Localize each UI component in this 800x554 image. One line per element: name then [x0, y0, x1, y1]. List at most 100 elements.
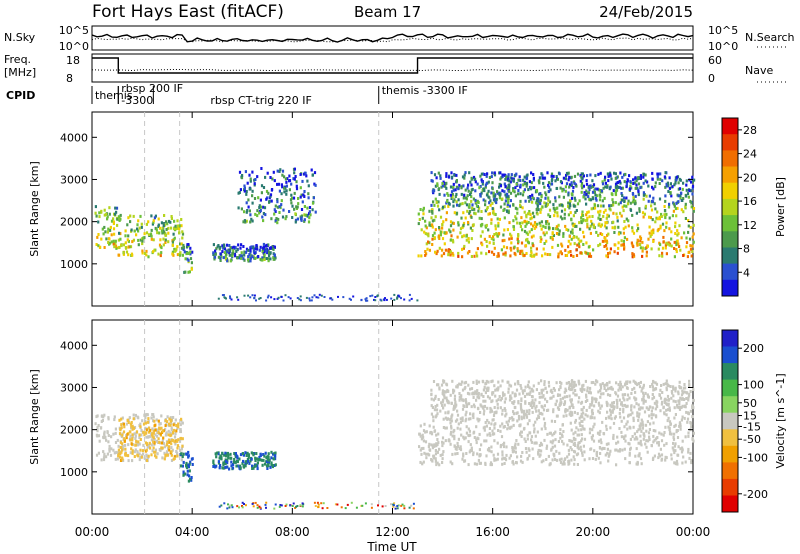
data-cell	[562, 232, 565, 236]
data-cell	[176, 454, 179, 458]
data-cell	[538, 200, 541, 204]
data-cell	[153, 216, 156, 220]
data-cell	[607, 459, 610, 463]
data-cell	[504, 409, 507, 412]
data-cell	[170, 426, 173, 430]
data-cell	[131, 449, 134, 453]
data-cell	[447, 193, 450, 197]
data-cell	[599, 461, 602, 465]
data-cell	[137, 443, 140, 447]
data-cell	[499, 384, 502, 388]
data-cell	[673, 416, 676, 420]
data-cell	[502, 245, 506, 249]
data-cell	[180, 218, 183, 221]
data-cell	[243, 186, 246, 190]
data-cell	[114, 427, 117, 431]
data-cell	[576, 243, 579, 247]
data-cell	[687, 396, 690, 400]
data-cell	[297, 197, 300, 200]
data-cell	[688, 379, 691, 383]
data-cell	[605, 416, 608, 420]
data-cell	[634, 380, 637, 384]
data-cell	[227, 456, 230, 460]
colorbar-tick-label: 100	[743, 379, 764, 392]
data-cell	[437, 200, 440, 204]
data-cell	[516, 455, 519, 459]
data-cell	[109, 228, 112, 232]
data-cell	[265, 506, 267, 509]
data-cell	[649, 422, 652, 426]
data-cell	[687, 412, 690, 416]
data-cell	[592, 439, 596, 443]
data-cell	[673, 204, 676, 208]
data-cell	[614, 415, 617, 419]
data-cell	[498, 185, 501, 189]
data-cell	[239, 188, 242, 192]
data-cell	[685, 183, 688, 187]
data-cell	[137, 219, 140, 223]
data-cell	[556, 177, 559, 181]
data-cell	[187, 465, 190, 469]
cpid-label: CPID	[6, 89, 35, 102]
data-cell	[453, 211, 456, 215]
data-cell	[486, 395, 490, 399]
data-cell	[573, 196, 576, 200]
data-cell	[187, 463, 190, 467]
data-cell	[267, 259, 270, 263]
data-cell	[552, 452, 555, 456]
data-cell	[520, 410, 523, 414]
data-cell	[187, 450, 190, 454]
data-cell	[528, 408, 531, 412]
data-cell	[538, 395, 541, 399]
data-cell	[273, 253, 276, 257]
data-cell	[596, 380, 599, 384]
data-cell	[531, 242, 534, 246]
data-cell	[622, 410, 625, 414]
data-cell	[285, 503, 288, 506]
data-cell	[654, 387, 657, 391]
data-cell	[245, 250, 248, 254]
data-cell	[691, 437, 694, 441]
data-cell	[383, 299, 386, 302]
data-cell	[433, 236, 436, 240]
data-cell	[686, 391, 689, 395]
data-cell	[629, 187, 632, 191]
data-cell	[191, 250, 194, 254]
data-cell	[669, 430, 672, 434]
data-cell	[503, 441, 506, 445]
data-cell	[647, 237, 650, 241]
data-cell	[591, 397, 594, 401]
data-cell	[593, 422, 596, 426]
data-cell	[470, 449, 473, 453]
data-cell	[691, 415, 694, 419]
data-cell	[580, 181, 584, 185]
data-cell	[531, 196, 534, 199]
data-cell	[572, 455, 575, 459]
data-cell	[215, 247, 218, 251]
data-cell	[265, 189, 269, 193]
data-cell	[597, 244, 600, 248]
data-cell	[212, 253, 215, 256]
data-cell	[541, 412, 544, 416]
data-cell	[673, 240, 676, 244]
data-cell	[120, 450, 123, 454]
data-cell	[565, 173, 568, 177]
data-cell	[263, 206, 267, 210]
data-cell	[269, 176, 272, 179]
data-cell	[308, 216, 311, 220]
data-cell	[134, 437, 137, 440]
data-cell	[535, 417, 539, 421]
data-cell	[280, 183, 283, 187]
data-cell	[642, 175, 645, 179]
data-cell	[301, 200, 304, 204]
data-cell	[249, 254, 252, 258]
data-cell	[525, 413, 528, 417]
data-cell	[322, 502, 325, 505]
data-cell	[642, 215, 645, 219]
data-cell	[679, 424, 682, 428]
data-cell	[559, 385, 562, 389]
data-cell	[531, 410, 534, 414]
data-cell	[599, 190, 602, 194]
data-cell	[499, 424, 502, 428]
data-cell	[460, 216, 463, 220]
